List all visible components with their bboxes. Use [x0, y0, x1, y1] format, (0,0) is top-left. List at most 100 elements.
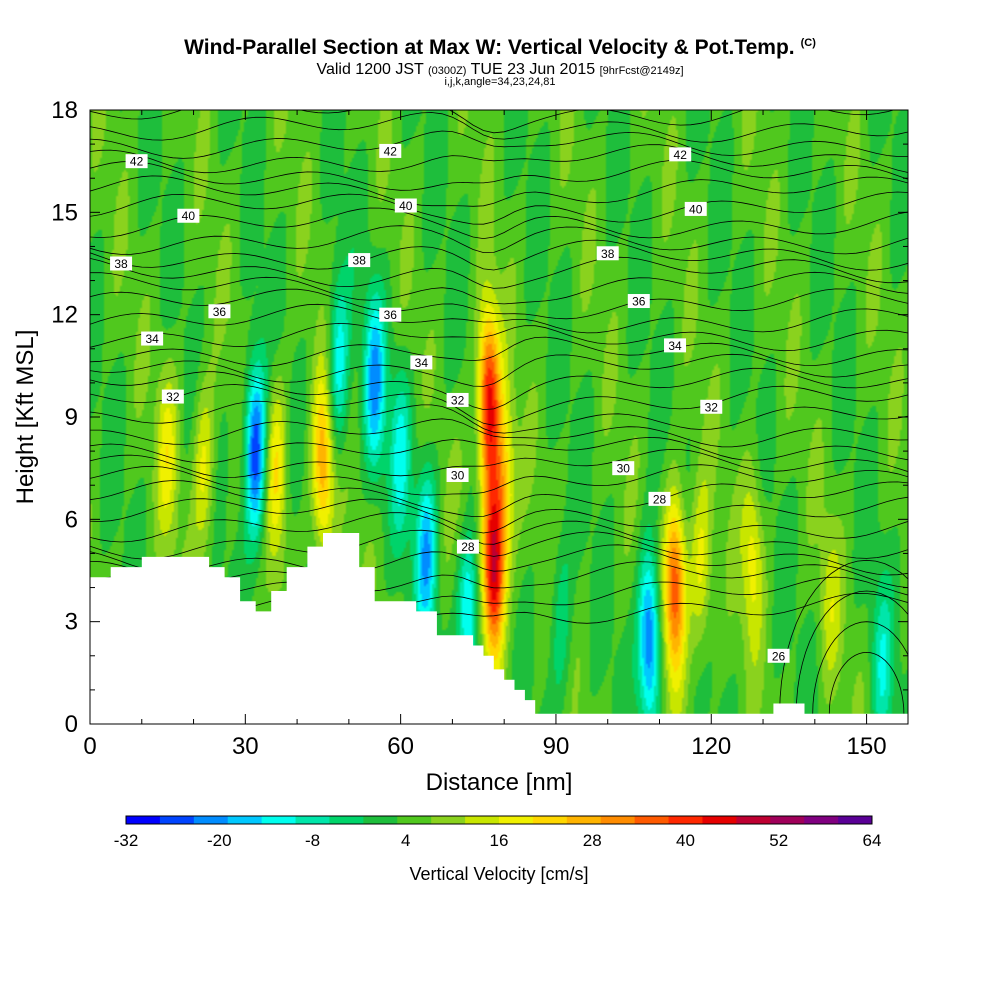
y-tick-label: 18 [51, 97, 78, 124]
colorbar-swatch [634, 816, 670, 824]
theta-label-box [394, 198, 417, 213]
colorbar-tick-label: -32 [114, 831, 139, 850]
colorbar-frame [125, 815, 873, 825]
theta-contour-label: 42 [384, 144, 398, 158]
theta-contour-line [90, 512, 908, 545]
theta-contour-label: 28 [653, 492, 667, 506]
theta-contour-label: 40 [399, 199, 413, 213]
theta-contour-label: 42 [674, 148, 688, 162]
theta-contour-label: 32 [166, 390, 180, 404]
theta-contour-label: 36 [632, 295, 646, 309]
colorbar-swatch [193, 816, 229, 824]
theta-label-box [684, 201, 707, 216]
theta-contour-line [90, 175, 908, 207]
x-tick-label: 60 [387, 733, 414, 760]
theta-contour-line [90, 480, 908, 518]
colorbar-swatch [566, 816, 602, 824]
colorbar-swatch [363, 816, 398, 824]
colorbar-swatch [736, 816, 771, 824]
theta-contour-label: 40 [182, 209, 196, 223]
y-axis-label: Height [Kft MSL] [12, 330, 39, 505]
chart-title: Wind-Parallel Section at Max W: Vertical… [0, 36, 1000, 60]
colorbar-swatch [532, 816, 568, 824]
forecast-info: [9hrFcst@2149z] [599, 65, 684, 77]
y-tick-label: 6 [65, 506, 78, 533]
theta-contour-label: 32 [705, 400, 719, 414]
theta-contour-label: 30 [451, 468, 465, 482]
section-params: i,j,k,angle=34,23,24,81 [444, 76, 556, 88]
theta-contour-line [90, 400, 908, 434]
valid-time-line: Valid 1200 JST (0300Z) TUE 23 Jun 2015 [… [0, 61, 1000, 79]
x-axis-label: Distance [nm] [426, 769, 573, 796]
theta-label-box [177, 208, 200, 223]
theta-contour-line [90, 418, 908, 448]
colorbar-swatch [702, 816, 737, 824]
theta-label-box [161, 389, 184, 404]
y-tick-label: 3 [65, 609, 78, 636]
colorbar-swatch [227, 816, 263, 824]
theta-label-box [648, 491, 671, 506]
colorbar-tick-label: 40 [676, 831, 695, 850]
x-tick-label: 90 [543, 733, 570, 760]
colorbar-swatch [261, 816, 297, 824]
colorbar-swatch [838, 816, 873, 824]
colorbar-tick-label: 52 [769, 831, 788, 850]
colorbar-tick-label: -20 [207, 831, 232, 850]
theta-contour-label: 38 [601, 247, 615, 261]
theta-label-box [446, 392, 469, 407]
colorbar: -32 -20 -8 4 16 28 40 52 64 [114, 815, 882, 850]
theta-contour-line [90, 464, 908, 496]
terrain-mask [90, 533, 908, 724]
theta-label-box [669, 147, 692, 162]
theta-label-box [379, 307, 402, 322]
theta-contour-line [828, 651, 905, 714]
theta-label-box [767, 648, 790, 663]
theta-label-box [125, 154, 148, 169]
theta-contour-line [90, 336, 908, 367]
theta-contour-line [90, 271, 908, 305]
y-tick-label: 9 [65, 404, 78, 431]
colorbar-tick-label: 16 [490, 831, 509, 850]
theta-contour-label: 30 [617, 462, 631, 476]
valid-time-zulu: (0300Z) [427, 65, 467, 77]
x-tick-label: 0 [83, 733, 96, 760]
theta-contour-line [90, 303, 908, 334]
colorbar-tick-label: 28 [583, 831, 602, 850]
theta-contour-line [90, 288, 908, 320]
colorbar-swatch [159, 816, 195, 824]
colorbar-tick-label: 64 [863, 831, 882, 850]
colorbar-label: Vertical Velocity [cm/s] [409, 864, 588, 884]
colorbar-swatch [668, 816, 703, 824]
theta-contour-line [90, 191, 908, 225]
valid-time-prefix: Valid 1200 JST [316, 61, 424, 78]
theta-label-box [612, 461, 635, 476]
colorbar-swatch [397, 816, 432, 824]
theta-contour-label: 36 [213, 305, 227, 319]
x-tick-label: 30 [232, 733, 259, 760]
y-tick-label: 0 [65, 711, 78, 738]
colorbar-swatch [770, 816, 805, 824]
theta-label-box [141, 331, 164, 346]
theta-label-box [446, 467, 469, 482]
theta-contour-label: 34 [145, 332, 159, 346]
theta-contour-labels: 26 28 28 30 30 32 32 32 34 34 34 36 36 36 38 38 38 40 40 40… [110, 143, 790, 663]
theta-contour-line [90, 239, 908, 271]
theta-label-box [456, 539, 479, 554]
chart-title-text: Wind-Parallel Section at Max W: Vertical… [184, 36, 795, 59]
copyright-mark: (C) [800, 37, 816, 49]
colorbar-swatch [295, 816, 330, 824]
colorbar-swatch [465, 816, 500, 824]
colorbar-swatch [499, 816, 534, 824]
theta-contour-line [90, 110, 896, 134]
theta-contour-line [90, 144, 908, 174]
theta-contour-line [90, 112, 908, 143]
colorbar-tick-label: 4 [401, 831, 410, 850]
theta-contour-label: 32 [451, 393, 465, 407]
theta-contour-label: 40 [689, 202, 703, 216]
theta-contour-line [90, 159, 908, 191]
theta-contours [90, 110, 908, 714]
theta-label-box [627, 294, 650, 309]
theta-contour-line [90, 544, 908, 576]
